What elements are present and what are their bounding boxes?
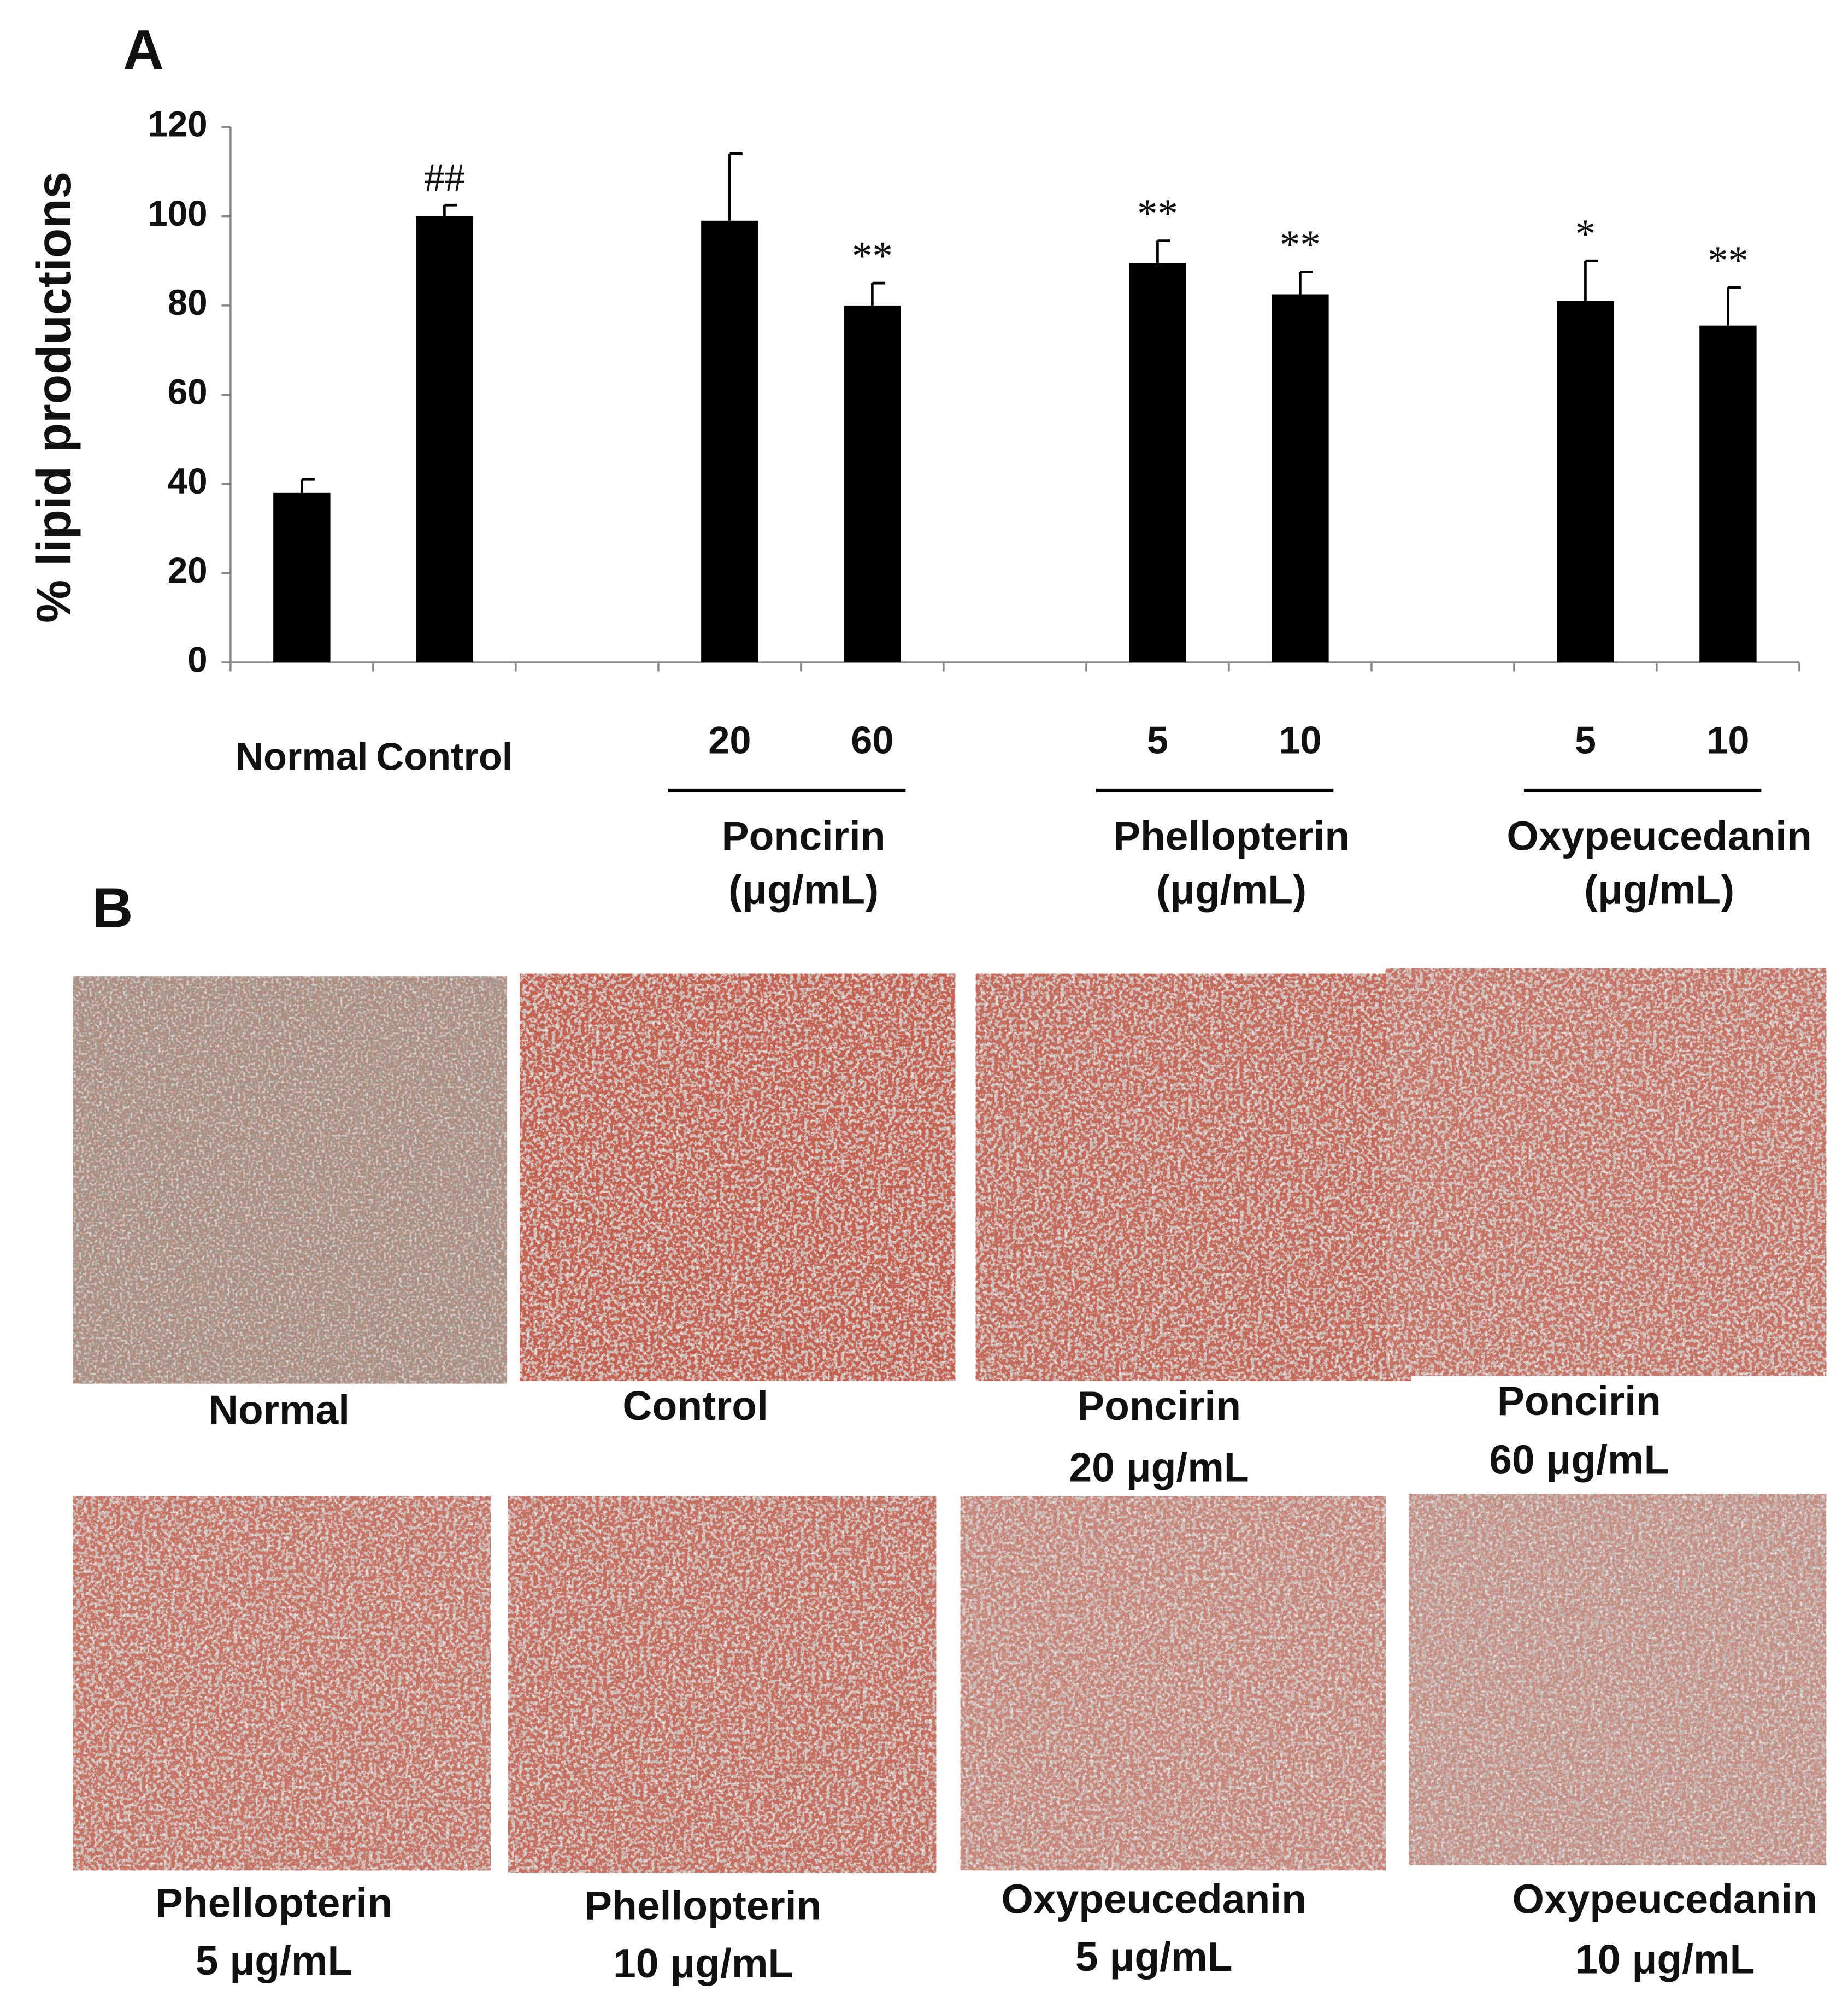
micrograph-stain (508, 1496, 937, 1873)
significance-label: ** (1280, 222, 1321, 268)
image-caption: 20 μg/mL (1069, 1445, 1249, 1490)
significance-label: ** (852, 233, 893, 279)
group-unit: (μg/mL) (1584, 867, 1734, 913)
group-label: Oxypeucedanin (1506, 813, 1811, 859)
micrograph-stain (975, 973, 1411, 1381)
y-tick-label: 80 (168, 283, 208, 322)
y-tick-label: 60 (168, 372, 208, 412)
group-unit: (μg/mL) (1156, 867, 1306, 913)
bar (1272, 294, 1329, 663)
micrograph-stain (960, 1496, 1386, 1871)
image-caption: 10 μg/mL (1575, 1936, 1755, 1982)
y-tick-label: 20 (168, 550, 208, 590)
significance-label: ** (1137, 191, 1178, 237)
x-tick-label: 20 (708, 718, 751, 761)
bar (1699, 325, 1757, 663)
y-tick-label: 40 (168, 461, 208, 501)
image-caption: 5 μg/mL (196, 1937, 353, 1983)
image-caption: 5 μg/mL (1075, 1934, 1233, 1980)
x-tick-label: 5 (1147, 718, 1168, 761)
y-tick-label: 0 (187, 639, 207, 679)
image-caption: Phellopterin (585, 1882, 821, 1928)
micrograph-stain (73, 976, 508, 1384)
bar (1557, 301, 1614, 663)
group-label: Poncirin (722, 813, 886, 859)
panel-label: A (123, 18, 163, 81)
significance-label: * (1575, 211, 1596, 256)
y-tick-label: 120 (148, 104, 207, 144)
bar (273, 492, 331, 663)
image-caption: Oxypeucedanin (1001, 1876, 1306, 1922)
x-tick-label: 5 (1575, 718, 1596, 761)
bar (1129, 263, 1186, 663)
image-caption: Control (622, 1383, 768, 1429)
image-caption: 10 μg/mL (613, 1940, 793, 1986)
bar (844, 305, 901, 663)
panel-label: B (92, 876, 133, 939)
x-tick-label: 10 (1706, 718, 1749, 761)
micrograph-stain (1409, 1494, 1827, 1865)
y-axis-label: % lipid productions (26, 172, 81, 623)
x-tick-label: Normal (236, 735, 368, 778)
x-tick-label: 10 (1279, 718, 1321, 761)
x-tick-label: Control (376, 735, 513, 778)
image-caption: Poncirin (1077, 1383, 1241, 1429)
image-caption: Poncirin (1497, 1378, 1661, 1424)
image-caption: Oxypeucedanin (1512, 1876, 1817, 1922)
image-caption: 60 μg/mL (1489, 1437, 1669, 1483)
micrograph-stain (520, 973, 956, 1381)
significance-label: ** (1708, 238, 1749, 283)
micrograph-stain (1385, 968, 1827, 1376)
y-tick-label: 100 (148, 193, 207, 233)
group-label: Phellopterin (1113, 813, 1350, 859)
group-unit: (μg/mL) (728, 867, 879, 913)
significance-label: ## (424, 155, 465, 201)
bar (416, 216, 473, 663)
x-tick-label: 60 (851, 718, 893, 761)
bar (701, 220, 758, 663)
micrograph-stain (73, 1496, 491, 1871)
image-caption: Phellopterin (156, 1880, 392, 1926)
image-caption: Normal (209, 1387, 350, 1432)
